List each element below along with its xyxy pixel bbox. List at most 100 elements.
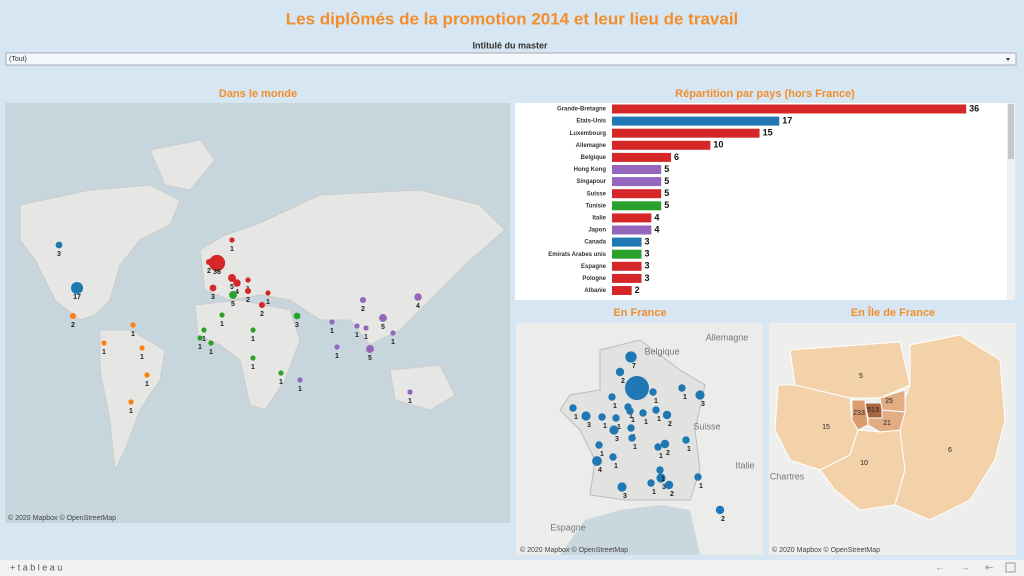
map-marker [656,473,666,483]
place-label: Espagne [550,522,586,532]
marker-label: 1 [631,417,635,424]
marker-label: 2 [668,421,672,428]
marker-label: 2 [721,516,725,523]
place-label: Suisse [693,421,720,431]
category-label: Allemagne [576,143,607,149]
place-label: Allemagne [706,332,749,342]
marker-label: 1 [699,483,703,490]
map-marker [626,407,634,415]
marker-label: 1 [600,451,604,458]
world-map: © 2020 Mapbox © OpenStreetMap [5,103,510,523]
marker-label: 2 [246,297,250,304]
map-marker [363,325,369,331]
marker-label: 1 [652,489,656,496]
value-label: 2 [635,285,640,295]
map-marker [144,372,150,378]
map-marker [265,290,271,296]
marker-label: 5 [230,284,234,291]
map-marker [379,314,387,322]
map-marker [407,389,413,395]
map-marker [208,254,226,272]
scrollbar[interactable] [1007,103,1015,300]
category-label: Japon [588,228,606,234]
map-marker [595,441,603,449]
bar [612,104,967,114]
category-label: Luxembourg [570,131,607,137]
nav-forward[interactable]: → [960,563,970,574]
marker-label: 1 [131,331,135,338]
map-marker [228,274,236,282]
value-label: 36 [969,103,979,113]
attribution: © 2020 Mapbox © OpenStreetMap [772,546,880,554]
map-marker [660,439,670,449]
marker-label: 5 [231,301,235,308]
marker-label: 3 [662,484,666,491]
scrollbar-thumb[interactable] [1008,104,1014,159]
map-marker [414,293,422,301]
map-marker [656,466,664,474]
marker-label: 3 [295,322,299,329]
marker-label: 5 [368,355,372,362]
fullscreen[interactable] [1005,562,1016,573]
marker-label: 1 [355,332,359,339]
value-label: 10 [713,140,723,150]
category-label: Suisse [587,191,607,197]
map-marker [244,287,252,295]
map-marker [628,434,636,442]
category-label: Tunisie [585,203,606,209]
paris-marker [625,376,649,400]
map-marker [208,340,214,346]
marker-label: 1 [129,408,133,415]
marker-label: 3 [57,251,61,258]
map-marker [647,479,655,487]
map-marker [662,410,672,420]
marker-label: 1 [654,398,658,405]
map-marker [609,425,619,435]
bar [612,261,642,271]
map-marker [233,279,241,287]
marker-label: 4 [235,289,239,296]
bar [612,273,642,283]
marker-label: 2 [670,491,674,498]
filter-dropdown[interactable] [5,52,1017,66]
department-label: 233 [853,410,865,417]
marker-label: 1 [408,398,412,405]
land [149,139,216,191]
value-label: 3 [645,261,650,271]
category-label: Etats-Unis [576,119,606,125]
department [851,399,869,431]
value-label: 5 [664,176,669,186]
department-label: 25 [885,398,893,405]
map-marker [592,456,602,466]
marker-label: 1 [298,386,302,393]
category-label: Belgique [581,155,607,161]
map-marker [229,291,237,299]
marker-label: 1 [364,334,368,341]
section-title: Répartition par pays (hors France) [675,88,855,100]
map-marker [329,319,335,325]
map-marker [209,284,217,292]
section-title: En France [613,307,666,319]
marker-label: 2 [361,306,365,313]
category-label: Albanie [584,288,606,294]
marker-label: 3 [615,436,619,443]
category-label: Canada [584,240,606,246]
marker-label: 36 [213,269,221,276]
marker-label: 17 [73,294,81,301]
map-marker [258,301,266,309]
value-label: 3 [645,236,650,246]
marker-label: 2 [260,311,264,318]
department-label: 21 [883,420,891,427]
marker-label: 1 [644,419,648,426]
marker-label: 2 [666,450,670,457]
marker-label: 1 [202,336,206,343]
map-marker [695,390,705,400]
category-label: Pologne [582,276,606,282]
nav-back[interactable]: ← [935,563,945,574]
bar [612,128,760,138]
nav-reset[interactable]: ⇤ [985,563,993,574]
map-marker [608,393,616,401]
value-label: 6 [674,152,679,162]
marker-label: 1 [603,423,607,430]
marker-label: 2 [207,268,211,275]
